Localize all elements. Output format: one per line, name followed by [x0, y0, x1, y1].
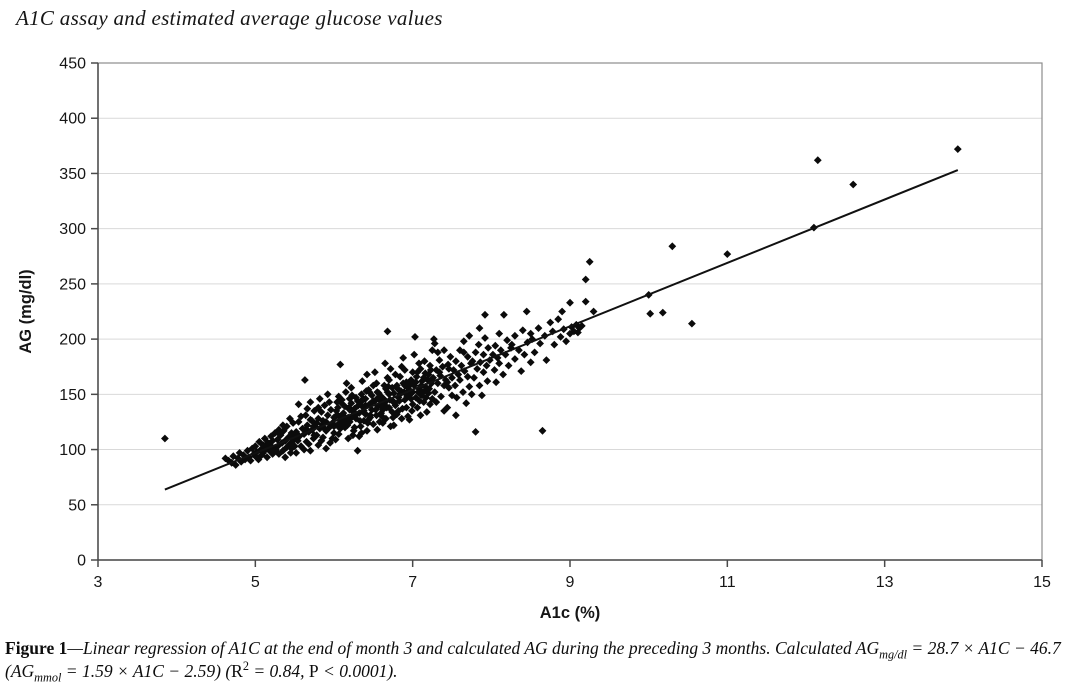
caption-text-1: —Linear regression of A1C at the end of … — [67, 638, 880, 658]
svg-text:11: 11 — [719, 574, 736, 591]
svg-text:3: 3 — [94, 574, 103, 591]
svg-text:350: 350 — [59, 166, 86, 183]
svg-text:200: 200 — [59, 332, 86, 349]
caption-superscript-2: 2 — [242, 658, 249, 673]
caption-p: P — [308, 660, 319, 681]
svg-text:400: 400 — [59, 111, 86, 128]
svg-text:150: 150 — [59, 387, 86, 404]
caption-r: R — [231, 660, 243, 681]
caption-text-2: = 28.7 × A1C − 46.7 (AG — [5, 638, 1061, 681]
svg-text:0: 0 — [77, 553, 86, 570]
svg-text:9: 9 — [566, 574, 575, 591]
figure-label: Figure 1 — [5, 638, 68, 658]
figure-caption: Figure 1—Linear regression of A1C at the… — [5, 637, 1087, 683]
caption-text-5: < 0.0001). — [318, 660, 398, 681]
svg-text:7: 7 — [408, 574, 417, 591]
caption-subscript-mmol: mmol — [34, 670, 62, 685]
svg-text:100: 100 — [59, 442, 86, 459]
svg-text:450: 450 — [59, 56, 86, 73]
caption-text-4: = 0.84, — [248, 660, 309, 681]
svg-text:15: 15 — [1033, 574, 1051, 591]
svg-text:A1c (%): A1c (%) — [540, 604, 601, 622]
svg-text:13: 13 — [876, 574, 894, 591]
svg-text:AG (mg/dl): AG (mg/dl) — [17, 269, 35, 353]
svg-text:50: 50 — [68, 497, 86, 514]
caption-subscript-mgdl: mg/dl — [879, 647, 908, 662]
svg-text:5: 5 — [251, 574, 260, 591]
figure-title: A1C assay and estimated average glucose … — [16, 6, 443, 30]
scatter-chart: 0 50 100 150 200 250 300 350 400 450 3 5 7 9 11 13 15 A1c… — [17, 56, 1051, 623]
svg-text:300: 300 — [59, 221, 86, 238]
svg-text:250: 250 — [59, 276, 86, 293]
caption-text-3: = 1.59 × A1C − 2.59) ( — [61, 660, 232, 681]
